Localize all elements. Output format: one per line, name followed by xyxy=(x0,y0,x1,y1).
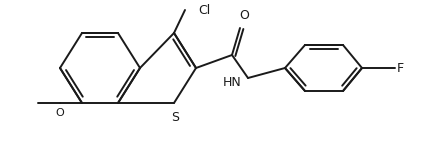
Text: S: S xyxy=(171,111,179,124)
Text: Cl: Cl xyxy=(198,3,210,16)
Text: HN: HN xyxy=(223,75,242,88)
Text: O: O xyxy=(56,108,64,118)
Text: O: O xyxy=(239,9,249,22)
Text: F: F xyxy=(397,61,404,75)
